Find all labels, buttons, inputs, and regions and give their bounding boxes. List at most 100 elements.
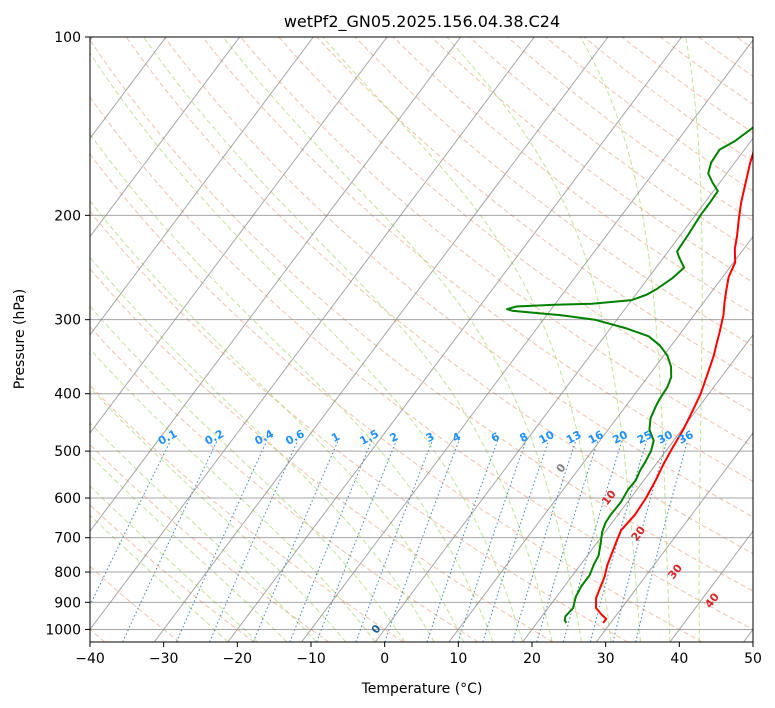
moist-adiabat-line	[90, 454, 288, 642]
isotherm-gridline	[90, 37, 535, 631]
dry-adiabat-line	[90, 504, 255, 642]
dry-adiabat-line	[316, 37, 753, 380]
x-tick-label: −40	[75, 651, 105, 667]
axes-layer: −40 −30 −20 −10 0 10 20 30 40 5010020030040050060…	[45, 30, 762, 667]
series-layer	[506, 126, 753, 624]
isotherm-gridline	[301, 39, 753, 642]
x-tick-label: −30	[149, 651, 179, 667]
moist-adiabat-line	[90, 200, 465, 642]
mixing-ratio-line	[90, 440, 171, 607]
y-tick-label: 100	[54, 30, 81, 46]
moist-adiabat-line	[143, 37, 553, 642]
plot-frame	[89, 36, 754, 643]
isotherm-gridline	[90, 37, 388, 434]
moist-adiabat-line	[90, 305, 406, 642]
y-tick-label: 900	[54, 595, 81, 611]
isotherm-gridline	[522, 333, 753, 642]
dry-adiabat-line	[736, 37, 753, 50]
isotherm-gridline	[595, 432, 753, 642]
dry-adiabat-line	[240, 37, 753, 447]
dry-adiabat-line	[469, 37, 753, 252]
y-tick-label: 400	[54, 387, 81, 403]
x-tick-label: −10	[296, 651, 326, 667]
mixing-ratio-label: 0.1	[156, 427, 179, 448]
moist-adiabat-line	[90, 422, 317, 642]
mixing-ratio-line	[612, 440, 668, 642]
mixing-ratio-line	[252, 440, 339, 642]
y-tick-label: 300	[54, 313, 81, 329]
dry-adiabat-line	[90, 153, 703, 642]
mixing-ratio-label: 25	[635, 428, 655, 447]
mixing-ratio-line	[426, 440, 499, 642]
mixing-ratio-label: 20	[610, 428, 630, 447]
isotherm-gridline	[90, 37, 314, 336]
mixing-ratio-line	[562, 440, 623, 642]
dry-adiabat-line	[90, 565, 180, 642]
moist-adiabat-line	[90, 387, 347, 642]
isotherm-gridline	[153, 37, 609, 642]
dry-adiabat-line	[354, 37, 753, 347]
isotherm-gridline	[374, 137, 753, 642]
dry-adiabat-line	[202, 37, 753, 482]
dry-adiabat-line	[278, 37, 753, 413]
grid-layer	[90, 37, 753, 642]
mixing-ratio-line	[384, 440, 460, 642]
moist-adiabat-line	[322, 37, 612, 642]
x-tick-label: 40	[670, 651, 688, 667]
mixing-ratio-line	[209, 440, 299, 642]
dry-adiabat-line	[90, 39, 753, 592]
mixing-ratio-line	[635, 440, 689, 642]
y-axis-label: Pressure (hPa)	[12, 289, 28, 389]
moist-adiabat-line	[685, 37, 703, 642]
mixing-ratio-label: 2	[388, 430, 401, 445]
x-tick-label: 0	[380, 651, 389, 667]
mixing-ratio-line	[590, 440, 647, 642]
dry-adiabat-line	[163, 37, 753, 518]
mixing-ratio-label: 4	[450, 430, 463, 445]
mixing-ratio-line	[355, 440, 433, 642]
chart-title: wetPf2_GN05.2025.156.04.38.C24	[284, 12, 560, 32]
dry-adiabat-line	[90, 443, 330, 642]
moist-adiabat-line	[90, 133, 494, 642]
mixing-ratio-label: 30	[655, 428, 675, 447]
isotherm-gridline	[90, 37, 241, 238]
y-tick-label: 800	[54, 565, 81, 581]
y-tick-label: 200	[54, 208, 81, 224]
mixing-ratio-label: 1	[329, 430, 342, 445]
y-tick-label: 1000	[45, 622, 81, 638]
mixing-ratio-label: 10	[537, 428, 557, 447]
dry-adiabat-line	[90, 268, 554, 642]
dry-adiabat-line	[545, 37, 753, 192]
dry-adiabat-line	[392, 37, 753, 315]
x-tick-label: 10	[449, 651, 467, 667]
x-axis-label: Temperature (°C)	[361, 681, 483, 697]
mixing-ratio-line	[175, 440, 268, 642]
mixing-ratio-label: 36	[676, 428, 696, 447]
mixing-ratio-label: 3	[424, 430, 437, 445]
mixing-ratio-line	[482, 440, 550, 642]
dry-adiabat-line	[698, 37, 753, 77]
dry-adiabat-label: 30	[665, 561, 685, 581]
mixing-ratio-line	[536, 440, 599, 642]
y-tick-label: 500	[54, 444, 81, 460]
mixing-ratio-line	[457, 440, 527, 642]
mixing-ratio-label: 0.6	[283, 427, 307, 448]
dry-adiabat-label: 40	[702, 590, 722, 610]
mixing-ratio-label: 13	[564, 428, 584, 447]
mixing-ratio-line	[122, 440, 218, 642]
mixing-ratio-label: 0.4	[253, 427, 277, 448]
x-tick-label: 30	[597, 651, 615, 667]
moist-adiabat-line	[579, 37, 671, 642]
isotherm-gridline	[448, 235, 753, 642]
isotherm-gridline	[743, 628, 753, 642]
moist-adiabat-line	[446, 37, 641, 642]
dry-adiabat-line	[90, 326, 479, 642]
isotherm-gridline	[669, 530, 753, 642]
y-tick-label: 700	[54, 531, 81, 547]
mixing-ratio-label: 0.2	[203, 427, 226, 448]
moist-adiabat-line	[90, 514, 229, 642]
mixing-ratio-label: 6	[489, 430, 502, 445]
moist-adiabat-line	[222, 37, 582, 642]
